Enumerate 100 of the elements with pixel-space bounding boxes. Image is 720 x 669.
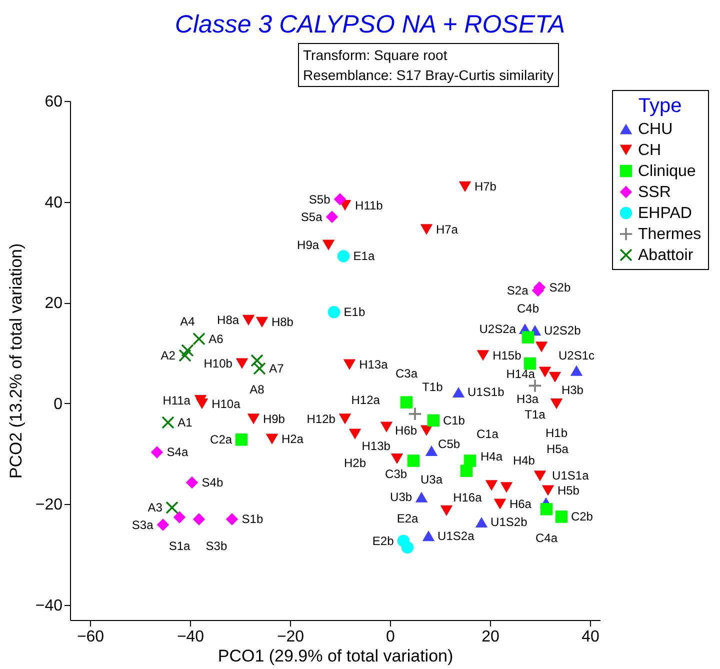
x-tick-label: 0 [386, 628, 396, 646]
point [415, 492, 428, 502]
data-label: H4b [512, 453, 536, 468]
text: Resemblance: S17 Bray-Curtis similarity [303, 66, 554, 85]
point [427, 414, 440, 427]
x-tick-label: −40 [176, 628, 204, 646]
point [452, 386, 465, 398]
point [548, 372, 562, 382]
data-label: S5b [308, 192, 331, 206]
point [522, 331, 534, 344]
data-label: T1b [422, 380, 444, 394]
data-label: E1a [353, 249, 375, 264]
data-label: H11b [355, 198, 384, 212]
point [422, 530, 435, 542]
point [390, 453, 404, 464]
y-tick-label: 60 [44, 94, 63, 110]
data-label: S4b [202, 475, 224, 490]
legend-label: EHPAD [638, 205, 692, 222]
data-label: H4a [480, 449, 503, 464]
text: Transform: Square root [303, 46, 448, 65]
point [401, 541, 414, 554]
point [570, 365, 583, 376]
point [407, 454, 420, 467]
point [458, 181, 472, 192]
data-label: U1S2a [438, 528, 475, 543]
data-label: S2a [506, 283, 529, 298]
point [475, 516, 488, 528]
data-label: H1b [545, 426, 568, 440]
point [460, 464, 473, 477]
data-label: U1S2b [490, 515, 528, 530]
point [326, 210, 338, 224]
data-label: C3b [385, 466, 408, 481]
data-label: H8a [217, 313, 240, 328]
data-label: C2b [570, 510, 594, 524]
data-label: A6 [208, 332, 224, 346]
y-axis-title: PCO2 (13.2% of total variation) [6, 243, 26, 479]
y-tick-label: −40 [35, 597, 63, 614]
x-tick-label: 40 [582, 628, 600, 646]
data-label: H5b [557, 484, 580, 498]
data-label: E2b [372, 534, 394, 548]
data-label: U3b [390, 490, 412, 504]
data-label: U2S1c [558, 348, 595, 363]
data-label: C1a [476, 426, 499, 441]
legend-label: CH [638, 142, 662, 159]
point [156, 518, 170, 531]
data-label: S2b [549, 280, 571, 294]
point [400, 396, 413, 408]
point [236, 358, 248, 369]
data-label: A8 [250, 382, 265, 396]
point [408, 408, 422, 420]
point [542, 485, 554, 496]
data-label: E2a [396, 511, 418, 526]
data-label: S1a [168, 539, 190, 554]
point [494, 498, 506, 510]
data-label: H12a [351, 393, 380, 408]
point [247, 414, 260, 424]
point [242, 314, 255, 326]
data-label: H9a [297, 238, 320, 252]
y-tick-label: 40 [44, 194, 63, 212]
point [348, 428, 362, 440]
legend-label: Thermes [638, 226, 702, 243]
data-label: C3a [395, 366, 418, 380]
data-label: H6b [395, 424, 418, 438]
data-label: A1 [178, 415, 193, 430]
x-axis-title: PCO1 (29.9% of total variation) [218, 646, 454, 666]
data-label: S4a [166, 445, 188, 460]
point [343, 359, 356, 370]
point [555, 510, 568, 523]
data-label: U3a [420, 472, 443, 487]
data-label: E1b [344, 305, 366, 320]
data-label: H11a [162, 393, 191, 408]
data-label: C4b [516, 301, 540, 316]
data-label: H5a [546, 442, 569, 456]
data-label: H2b [344, 456, 366, 470]
x-tick-label: −60 [76, 628, 104, 646]
data-label: H15b [492, 348, 522, 362]
data-label: H13b [362, 438, 391, 453]
point [538, 366, 552, 378]
data-label: S1b [242, 512, 264, 526]
legend-label: Clinique [638, 163, 696, 180]
legend-label: CHU [638, 121, 673, 138]
data-label: H2a [281, 432, 304, 446]
point [440, 505, 453, 516]
data-label: S5a [300, 210, 323, 224]
data-label: A7 [269, 362, 284, 376]
y-tick-label: 0 [54, 396, 63, 413]
point [328, 306, 340, 318]
legend-title: Type [638, 95, 682, 117]
point [337, 250, 350, 262]
point [166, 502, 178, 514]
point [181, 344, 194, 357]
point [334, 193, 346, 206]
point [476, 350, 490, 361]
point [235, 433, 248, 446]
point [226, 513, 238, 526]
data-label: C4a [535, 531, 558, 546]
legend-label: Abattoir [638, 247, 694, 264]
data-label: H10b [204, 356, 233, 371]
point [524, 357, 536, 370]
point [250, 354, 264, 367]
